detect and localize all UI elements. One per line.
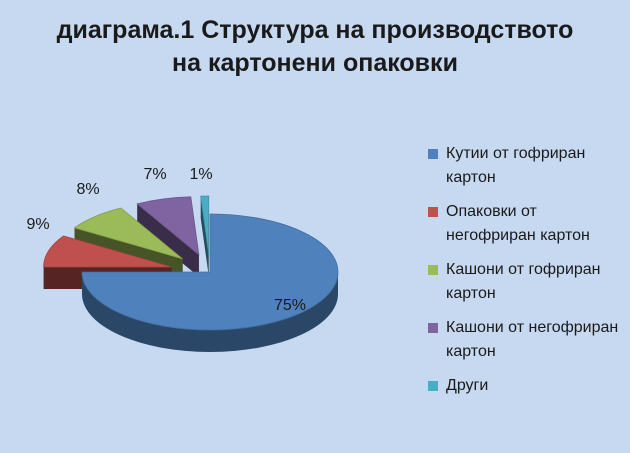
chart-title-line-2: на картонени опаковки <box>172 49 458 77</box>
legend-swatch <box>428 381 438 391</box>
pie-slice-side <box>200 196 209 277</box>
pie-tops <box>43 195 339 331</box>
pie-slice <box>81 213 339 331</box>
data-label: 75% <box>274 297 306 314</box>
legend-item-non-corrugated-packaging: Опаковки от негофриран картон <box>428 200 628 248</box>
chart-title: диаграма.1 Структура на производството н… <box>0 14 630 80</box>
pie-slice <box>73 207 183 260</box>
legend-item-non-corrugated-cartons: Кашони от негофриран картон <box>428 316 628 364</box>
legend-label: Кашони от гофриран картон <box>446 261 601 302</box>
pie-slice-side <box>137 203 199 277</box>
pie-slice <box>136 196 200 256</box>
pie-slice-wall <box>82 272 338 352</box>
chart-title-line-1: диаграма.1 Структура на производството <box>56 16 574 44</box>
legend-swatch <box>428 323 438 333</box>
legend-item-other: Други <box>428 374 628 398</box>
data-label: 8% <box>76 181 99 198</box>
data-label: 7% <box>143 166 166 183</box>
legend-swatch <box>428 149 438 159</box>
legend-label: Кашони от негофриран картон <box>446 319 619 360</box>
legend-label: Други <box>446 377 489 394</box>
legend-item-corrugated-boxes: Кутии от гофриран картон <box>428 142 628 190</box>
legend-item-corrugated-cartons: Кашони от гофриран картон <box>428 258 628 306</box>
pie-slice <box>43 235 172 268</box>
legend-label: Опаковки от негофриран картон <box>446 203 590 244</box>
data-label: 1% <box>189 166 212 183</box>
legend: Кутии от гофриран картон Опаковки от нег… <box>428 142 628 408</box>
data-label: 9% <box>26 216 49 233</box>
pie-slice <box>200 195 210 255</box>
legend-label: Кутии от гофриран картон <box>446 145 586 186</box>
legend-swatch <box>428 265 438 275</box>
legend-swatch <box>428 207 438 217</box>
